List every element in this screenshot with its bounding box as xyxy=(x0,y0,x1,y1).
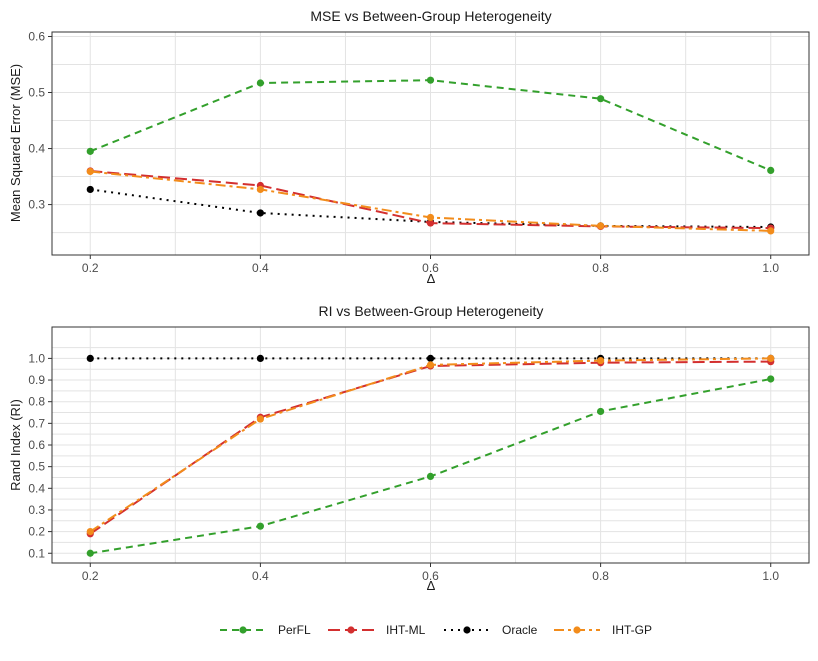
mse-y-tick-label: 0.6 xyxy=(28,29,45,43)
mse-point-perfl xyxy=(86,147,94,155)
mse-series-perfl xyxy=(86,76,775,174)
legend-item-oracle: Oracle xyxy=(444,623,538,637)
ri-y-tick-label: 0.7 xyxy=(28,416,45,430)
mse-x-tick-label: 0.8 xyxy=(592,261,609,275)
ri-series-perfl xyxy=(86,375,775,557)
mse-point-perfl xyxy=(767,166,775,174)
legend-key-point xyxy=(347,626,355,634)
ri-panel: RI vs Between-Group Heterogeneity Δ Rand… xyxy=(8,303,810,593)
ri-point-iht-gp xyxy=(597,356,605,365)
mse-chart-title: MSE vs Between-Group Heterogeneity xyxy=(310,8,551,24)
ri-series-iht-gp xyxy=(86,354,775,536)
mse-x-axis-title: Δ xyxy=(427,271,436,286)
legend-item-iht-ml: IHT-ML xyxy=(328,623,426,637)
mse-y-axis-title: Mean Squared Error (MSE) xyxy=(8,64,23,222)
ri-y-tick-label: 0.9 xyxy=(28,373,45,387)
mse-panel-border xyxy=(51,31,810,256)
mse-point-iht-gp xyxy=(86,167,94,176)
ri-point-iht-gp xyxy=(256,415,264,423)
ri-y-tick-label: 1.0 xyxy=(28,351,45,365)
mse-y-tick-label: 0.4 xyxy=(28,142,45,156)
mse-gridlines xyxy=(52,32,809,255)
ri-x-tick-label: 0.8 xyxy=(592,569,609,583)
ri-y-tick-label: 0.3 xyxy=(28,503,45,517)
ri-point-perfl xyxy=(256,522,264,530)
mse-x-tick-label: 0.6 xyxy=(422,261,439,275)
mse-point-perfl xyxy=(597,95,605,103)
ri-point-perfl xyxy=(426,472,435,480)
ri-point-iht-gp xyxy=(426,361,435,369)
mse-x-tick-label: 0.2 xyxy=(82,261,99,275)
mse-point-iht-gp xyxy=(597,222,605,230)
ri-point-perfl xyxy=(597,407,605,416)
ri-y-axis-title: Rand Index (RI) xyxy=(8,399,23,491)
mse-point-perfl xyxy=(256,79,264,87)
ri-point-oracle xyxy=(256,354,264,362)
legend-item-perfl: PerFL xyxy=(220,623,311,637)
legend-key-point xyxy=(463,626,471,634)
legend-key-point xyxy=(239,626,247,634)
mse-x-tick-label: 0.4 xyxy=(252,261,269,275)
ri-panel-border xyxy=(51,326,810,564)
ri-y-tick-label: 0.2 xyxy=(28,525,45,539)
mse-point-iht-ml xyxy=(426,219,435,227)
mse-panel: MSE vs Between-Group Heterogeneity Δ Mea… xyxy=(8,8,810,286)
ri-y-tick-label: 0.5 xyxy=(28,460,45,474)
ri-point-oracle xyxy=(86,354,94,362)
mse-point-iht-gp xyxy=(426,213,435,222)
ri-point-iht-gp xyxy=(86,528,94,536)
legend-label: IHT-ML xyxy=(386,623,426,637)
ri-y-tick-label: 0.1 xyxy=(28,546,45,560)
ri-y-tick-label: 0.8 xyxy=(28,395,45,409)
legend-label: Oracle xyxy=(502,623,538,637)
mse-y-tick-label: 0.5 xyxy=(28,86,45,100)
ri-x-tick-label: 0.4 xyxy=(252,569,269,583)
ri-y-tick-label: 0.6 xyxy=(28,438,45,452)
legend-label: PerFL xyxy=(278,623,311,637)
mse-point-oracle xyxy=(86,185,94,194)
ri-point-oracle xyxy=(426,354,435,362)
legend-key-point xyxy=(573,626,581,634)
mse-series-iht-gp xyxy=(86,167,775,235)
legend-label: IHT-GP xyxy=(612,623,652,637)
ri-y-tick-label: 0.4 xyxy=(28,481,45,495)
mse-point-iht-gp xyxy=(767,227,775,235)
ri-point-iht-gp xyxy=(767,354,775,362)
mse-x-tick-label: 1.0 xyxy=(762,261,779,275)
legend-item-iht-gp: IHT-GP xyxy=(554,623,652,637)
ri-point-perfl xyxy=(767,375,775,383)
legend: PerFL IHT-ML Oracle IHT-GP xyxy=(220,623,652,637)
ri-point-perfl xyxy=(86,549,94,557)
ri-x-tick-label: 1.0 xyxy=(762,569,779,583)
mse-point-oracle xyxy=(256,209,264,217)
mse-point-perfl xyxy=(426,76,435,84)
mse-y-tick-label: 0.3 xyxy=(28,198,45,212)
ri-x-tick-label: 0.6 xyxy=(422,569,439,583)
ri-chart-title: RI vs Between-Group Heterogeneity xyxy=(319,303,544,319)
ri-x-tick-label: 0.2 xyxy=(82,569,99,583)
mse-point-iht-gp xyxy=(256,185,264,194)
ri-x-axis-title: Δ xyxy=(427,578,436,593)
